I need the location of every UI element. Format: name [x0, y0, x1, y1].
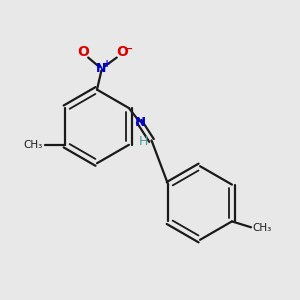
Text: CH₃: CH₃	[253, 223, 272, 233]
Text: O: O	[77, 45, 89, 59]
Text: −: −	[124, 44, 133, 54]
Text: H: H	[139, 135, 148, 148]
Text: +: +	[103, 59, 111, 69]
Text: O: O	[116, 45, 128, 59]
Text: N: N	[135, 116, 146, 129]
Text: CH₃: CH₃	[24, 140, 43, 150]
Text: N: N	[96, 62, 106, 75]
